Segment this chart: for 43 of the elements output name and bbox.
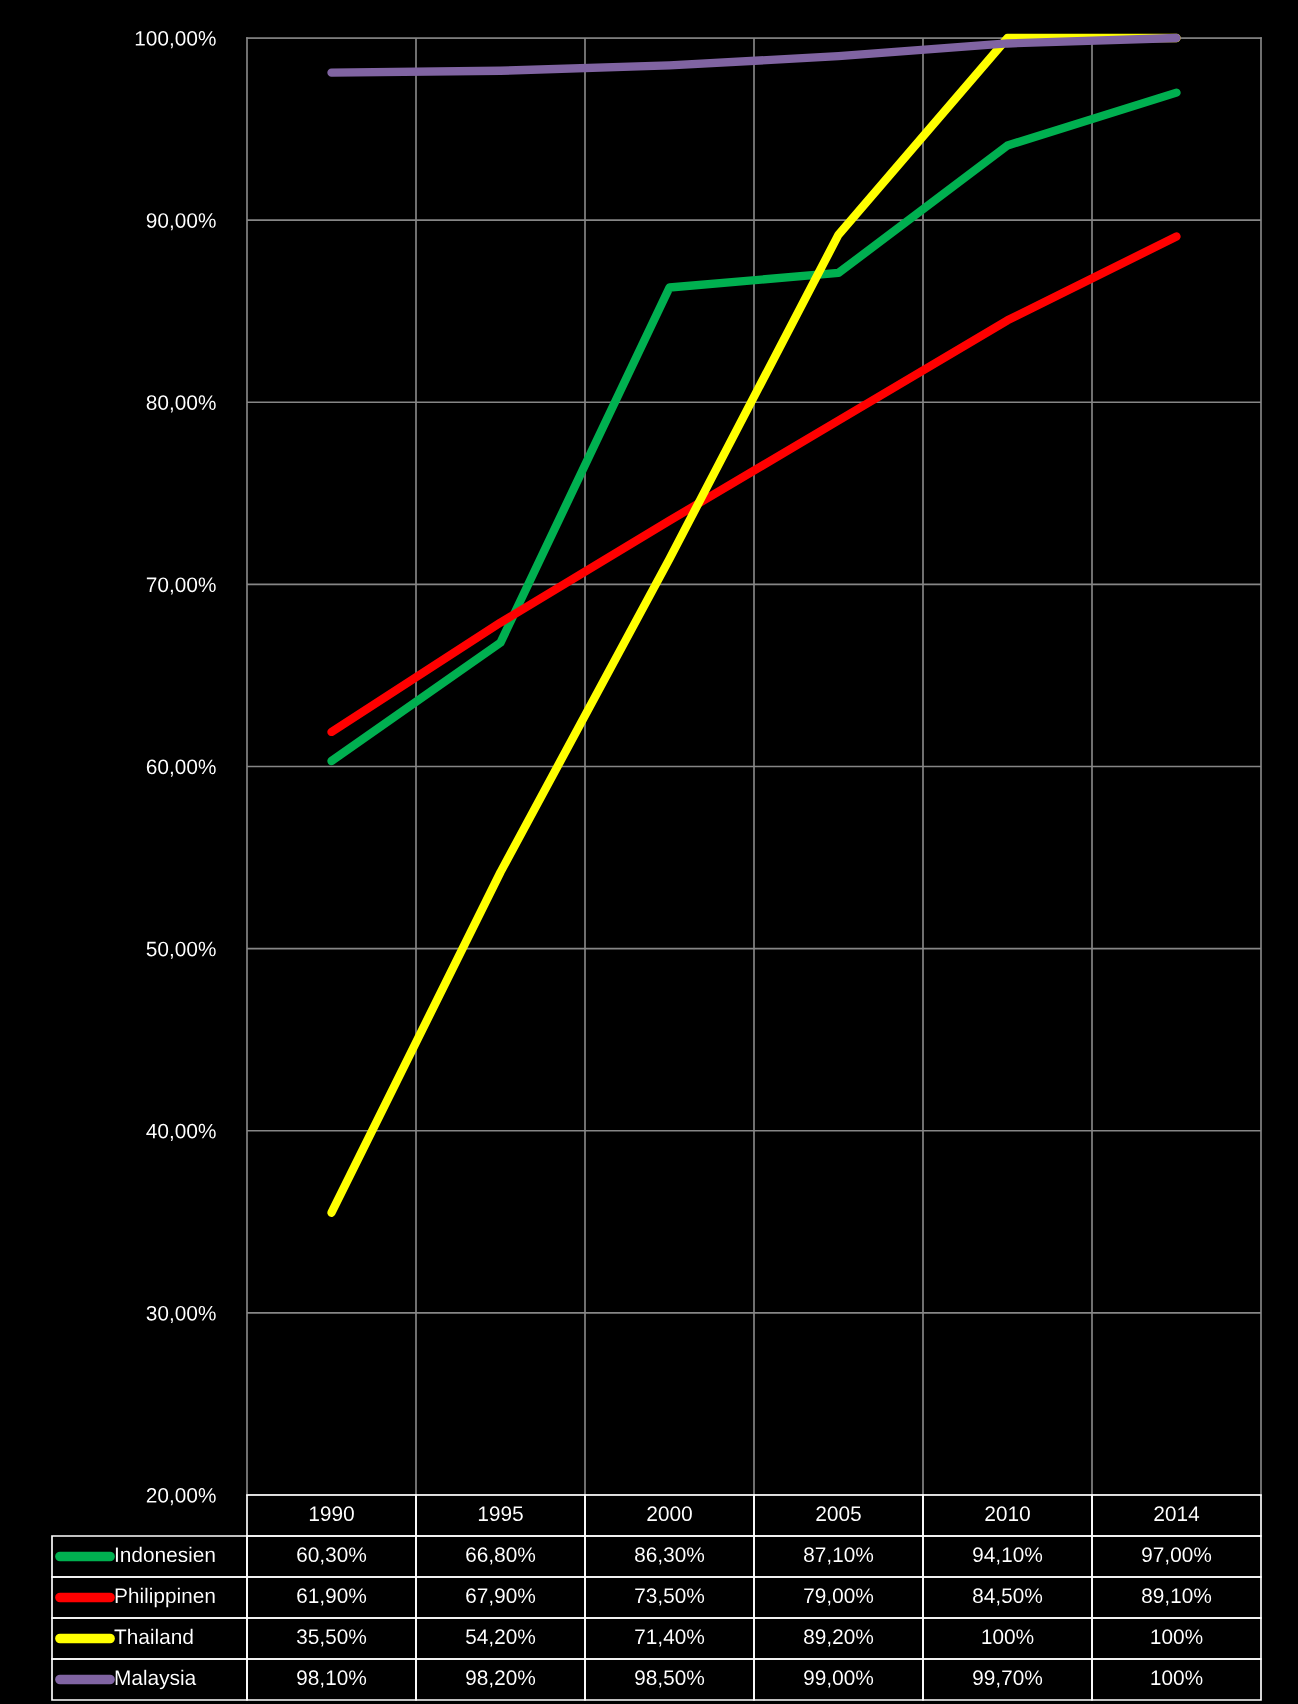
y-tick-label: 20,00%	[146, 1488, 216, 1506]
y-tick-label: 60,00%	[146, 759, 216, 777]
data-label: 98,10%	[297, 1670, 367, 1688]
data-label: 89,20%	[804, 1629, 874, 1647]
data-label: 66,80%	[466, 1547, 536, 1565]
data-label: 97,00%	[1142, 1547, 1212, 1565]
data-label: 89,10%	[1142, 1588, 1212, 1606]
data-label: 35,50%	[296, 1629, 367, 1647]
data-label: 54,20%	[466, 1629, 536, 1647]
y-tick-label: 100,00%	[135, 31, 216, 49]
y-tick-label: 90,00%	[146, 213, 216, 231]
y-tick-label: 50,00%	[146, 941, 216, 959]
x-tick-label: 2014	[1154, 1506, 1200, 1522]
legend-label: Thailand	[114, 1628, 193, 1645]
data-label: 94,10%	[973, 1547, 1043, 1565]
data-label: 86,30%	[635, 1547, 705, 1565]
y-tick-label: 30,00%	[146, 1305, 216, 1324]
data-label: 84,50%	[973, 1588, 1043, 1606]
data-label: 73,50%	[635, 1588, 705, 1606]
data-label: 100%	[982, 1629, 1034, 1645]
data-label: 98,50%	[635, 1670, 705, 1688]
data-label: 60,30%	[297, 1547, 367, 1565]
y-tick-label: 80,00%	[146, 395, 216, 413]
legend-label: Malaysia	[115, 1669, 197, 1690]
data-label: 87,10%	[804, 1547, 874, 1565]
data-label: 71,40%	[635, 1629, 705, 1647]
data-label: 99,00%	[804, 1670, 874, 1688]
x-tick-label: 2010	[985, 1506, 1030, 1522]
y-tick-label: 40,00%	[146, 1123, 216, 1141]
data-label: 99,70%	[973, 1670, 1043, 1688]
x-tick-label: 1995	[478, 1506, 523, 1522]
x-tick-label: 2000	[647, 1506, 692, 1522]
x-tick-label: 1990	[309, 1506, 354, 1522]
legend-label: Philippinen	[115, 1587, 215, 1608]
data-label: 98,20%	[466, 1670, 536, 1688]
legend-label: Indonesien	[115, 1546, 215, 1563]
x-tick-label: 2005	[816, 1506, 861, 1522]
data-label: 100%	[1151, 1670, 1203, 1686]
data-label: 100%	[1151, 1629, 1203, 1645]
data-label: 61,90%	[297, 1588, 367, 1606]
data-label: 79,00%	[804, 1588, 874, 1606]
data-label: 67,90%	[466, 1588, 536, 1606]
y-tick-label: 70,00%	[146, 577, 216, 595]
